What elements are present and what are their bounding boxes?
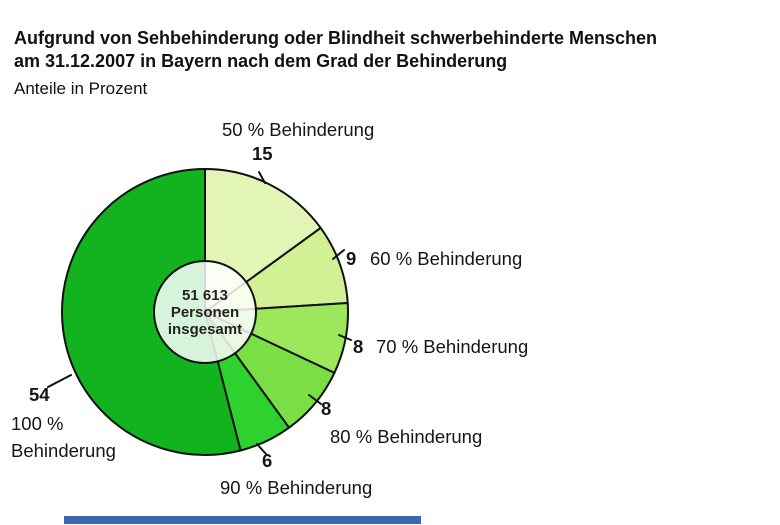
slice-label-100: 100 % Behinderung [11,413,116,461]
leader-line-90 [256,443,267,455]
footer-accent-bar [64,516,421,524]
pie-center-disc [154,261,256,363]
leader-line-80 [308,394,322,405]
pie-center-ring [153,260,257,364]
pie-center-label: 51 613 Personen insgesamt [167,287,243,338]
leader-line-60 [332,249,345,260]
pie-slice-100-%-Behinderung [61,168,242,456]
slice-value-90: 6 [262,450,273,471]
slice-value-70: 8 [353,336,364,357]
slice-label-80: 80 % Behinderung [330,426,483,447]
leader-line-70 [338,334,352,341]
slice-value-50: 15 [252,143,273,164]
slice-label-70: 70 % Behinderung [376,336,529,357]
leader-line-50 [258,171,266,184]
leader-line-100 [47,374,72,388]
slice-label-60: 60 % Behinderung [370,248,523,269]
chart-title: Aufgrund von Sehbehinderung oder Blindhe… [14,28,658,71]
slice-value-60: 9 [346,248,357,269]
slice-value-80: 8 [321,398,332,419]
leader-lines [47,171,352,455]
slice-value-100: 54 [29,384,50,405]
slice-label-90: 90 % Behinderung [220,477,373,498]
chart-subtitle: Anteile in Prozent [14,79,148,98]
slice-label-50: 50 % Behinderung [222,119,375,140]
